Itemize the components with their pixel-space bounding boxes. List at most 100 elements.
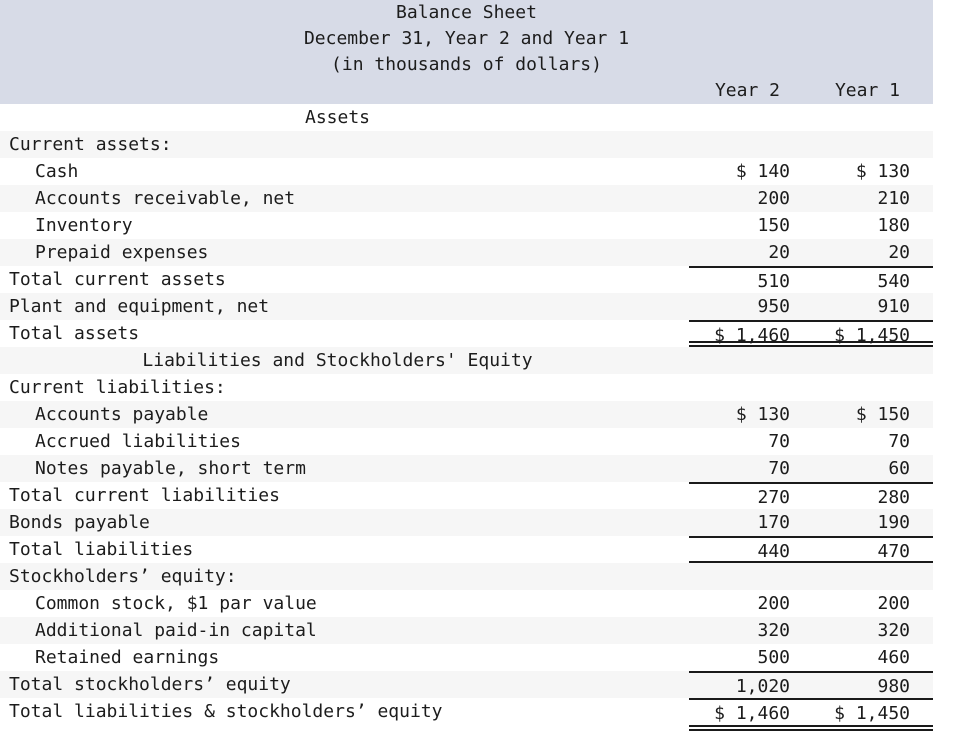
row-values: $ 1,460 $ 1,450 (689, 320, 933, 347)
row-accrued-liabilities: Accrued liabilities 70 70 (0, 428, 933, 455)
row-value-year1 (790, 563, 910, 590)
row-label: Total assets (9, 323, 140, 344)
column-header-year1: Year 1 (834, 80, 900, 101)
column-header-year2: Year 2 (714, 80, 780, 101)
row-label: Cash (35, 161, 79, 182)
row-plant-and-equipment: Plant and equipment, net 950 910 (0, 293, 933, 320)
row-accounts-payable: Accounts payable $ 130 $ 150 (0, 401, 933, 428)
row-values: 1,020 980 (689, 671, 933, 698)
row-values (689, 374, 933, 401)
row-label: Total current liabilities (9, 485, 280, 506)
row-total-assets: Total assets $ 1,460 $ 1,450 (0, 320, 933, 347)
row-values: 440 470 (689, 536, 933, 563)
row-values (689, 563, 933, 590)
row-label: Notes payable, short term (35, 458, 306, 479)
row-value-year2: 200 (757, 593, 790, 614)
row-value-year1: 910 (877, 296, 910, 317)
row-additional-paid-in-capital: Additional paid-in capital 320 320 (0, 617, 933, 644)
row-values: 70 70 (689, 428, 933, 455)
row-value-year2 (689, 347, 790, 374)
statement-body: Assets Current assets: Cash $ 140 $ 130 … (0, 104, 933, 731)
row-accounts-receivable: Accounts receivable, net 200 210 (0, 185, 933, 212)
balance-sheet: Balance Sheet December 31, Year 2 and Ye… (0, 0, 933, 731)
row-retained-earnings: Retained earnings 500 460 (0, 644, 933, 671)
row-total-liabilities-and-equity: Total liabilities & stockholders’ equity… (0, 698, 933, 731)
row-value-year1: 210 (877, 188, 910, 209)
row-label: Additional paid-in capital (35, 620, 317, 641)
row-label: Total current assets (9, 269, 226, 290)
row-value-year2: 440 (757, 541, 790, 562)
row-label: Prepaid expenses (35, 242, 209, 263)
row-common-stock: Common stock, $1 par value 200 200 (0, 590, 933, 617)
row-values: $ 140 $ 130 (689, 158, 933, 185)
row-label: Total liabilities (9, 539, 194, 560)
row-values: $ 1,460 $ 1,450 (689, 698, 933, 731)
row-value-year1: 320 (877, 620, 910, 641)
row-value-year2: 950 (757, 296, 790, 317)
statement-subtitle: December 31, Year 2 and Year 1 (303, 28, 630, 49)
row-current-assets-header: Current assets: (0, 131, 933, 158)
row-label: Accounts payable (35, 404, 209, 425)
row-label: Common stock, $1 par value (35, 593, 317, 614)
row-value-year2: $ 140 (735, 161, 790, 182)
row-values (689, 347, 933, 374)
row-value-year1 (790, 374, 910, 401)
row-values: 270 280 (689, 482, 933, 509)
row-value-year1: 190 (877, 512, 910, 533)
row-label: Total stockholders’ equity (9, 674, 291, 695)
row-label: Liabilities and Stockholders' Equity (142, 350, 533, 371)
row-total-current-assets: Total current assets 510 540 (0, 266, 933, 293)
row-value-year2: 500 (757, 647, 790, 668)
row-prepaid-expenses: Prepaid expenses 20 20 (0, 239, 933, 266)
row-label: Assets (304, 107, 371, 128)
row-label: Accounts receivable, net (35, 188, 296, 209)
row-value-year1 (790, 347, 910, 374)
row-value-year1: $ 1,450 (834, 325, 910, 346)
row-value-year1: 60 (888, 458, 910, 479)
row-value-year2: 1,020 (735, 676, 790, 697)
row-liabilities-equity-section-header: Liabilities and Stockholders' Equity (0, 347, 933, 374)
row-values: 510 540 (689, 266, 933, 293)
row-notes-payable: Notes payable, short term 70 60 (0, 455, 933, 482)
row-value-year2 (689, 104, 790, 131)
row-value-year2 (689, 563, 790, 590)
row-value-year1 (790, 131, 910, 158)
row-values: $ 130 $ 150 (689, 401, 933, 428)
row-cash: Cash $ 140 $ 130 (0, 158, 933, 185)
row-value-year2 (689, 374, 790, 401)
row-values: 170 190 (689, 509, 933, 536)
row-label: Plant and equipment, net (9, 296, 270, 317)
row-assets-section-header: Assets (0, 104, 933, 131)
row-value-year2: 150 (757, 215, 790, 236)
row-value-year1: $ 130 (855, 161, 910, 182)
row-value-year2: 70 (768, 458, 790, 479)
row-bonds-payable: Bonds payable 170 190 (0, 509, 933, 536)
row-value-year1: 470 (877, 541, 910, 562)
row-value-year2: 20 (768, 242, 790, 263)
row-label: Stockholders’ equity: (9, 566, 237, 587)
row-value-year1: $ 150 (855, 404, 910, 425)
row-value-year1: $ 1,450 (834, 703, 910, 724)
row-value-year1 (790, 104, 910, 131)
row-label: Current assets: (9, 134, 172, 155)
row-label: Bonds payable (9, 512, 150, 533)
row-values: 70 60 (689, 455, 933, 482)
row-value-year2: $ 130 (735, 404, 790, 425)
row-values: 500 460 (689, 644, 933, 671)
column-header-spacer (0, 78, 689, 104)
row-value-year1: 540 (877, 271, 910, 292)
row-label: Accrued liabilities (35, 431, 241, 452)
row-value-year2 (689, 131, 790, 158)
row-current-liabilities-header: Current liabilities: (0, 374, 933, 401)
row-values: 20 20 (689, 239, 933, 266)
row-value-year2: $ 1,460 (714, 325, 790, 346)
row-label: Inventory (35, 215, 133, 236)
row-value-year2: 70 (768, 431, 790, 452)
row-total-current-liabilities: Total current liabilities 270 280 (0, 482, 933, 509)
statement-header: Balance Sheet December 31, Year 2 and Ye… (0, 0, 933, 104)
row-inventory: Inventory 150 180 (0, 212, 933, 239)
row-values: 200 200 (689, 590, 933, 617)
row-value-year2: 270 (757, 487, 790, 508)
statement-title: Balance Sheet (396, 2, 537, 23)
row-value-year1: 460 (877, 647, 910, 668)
